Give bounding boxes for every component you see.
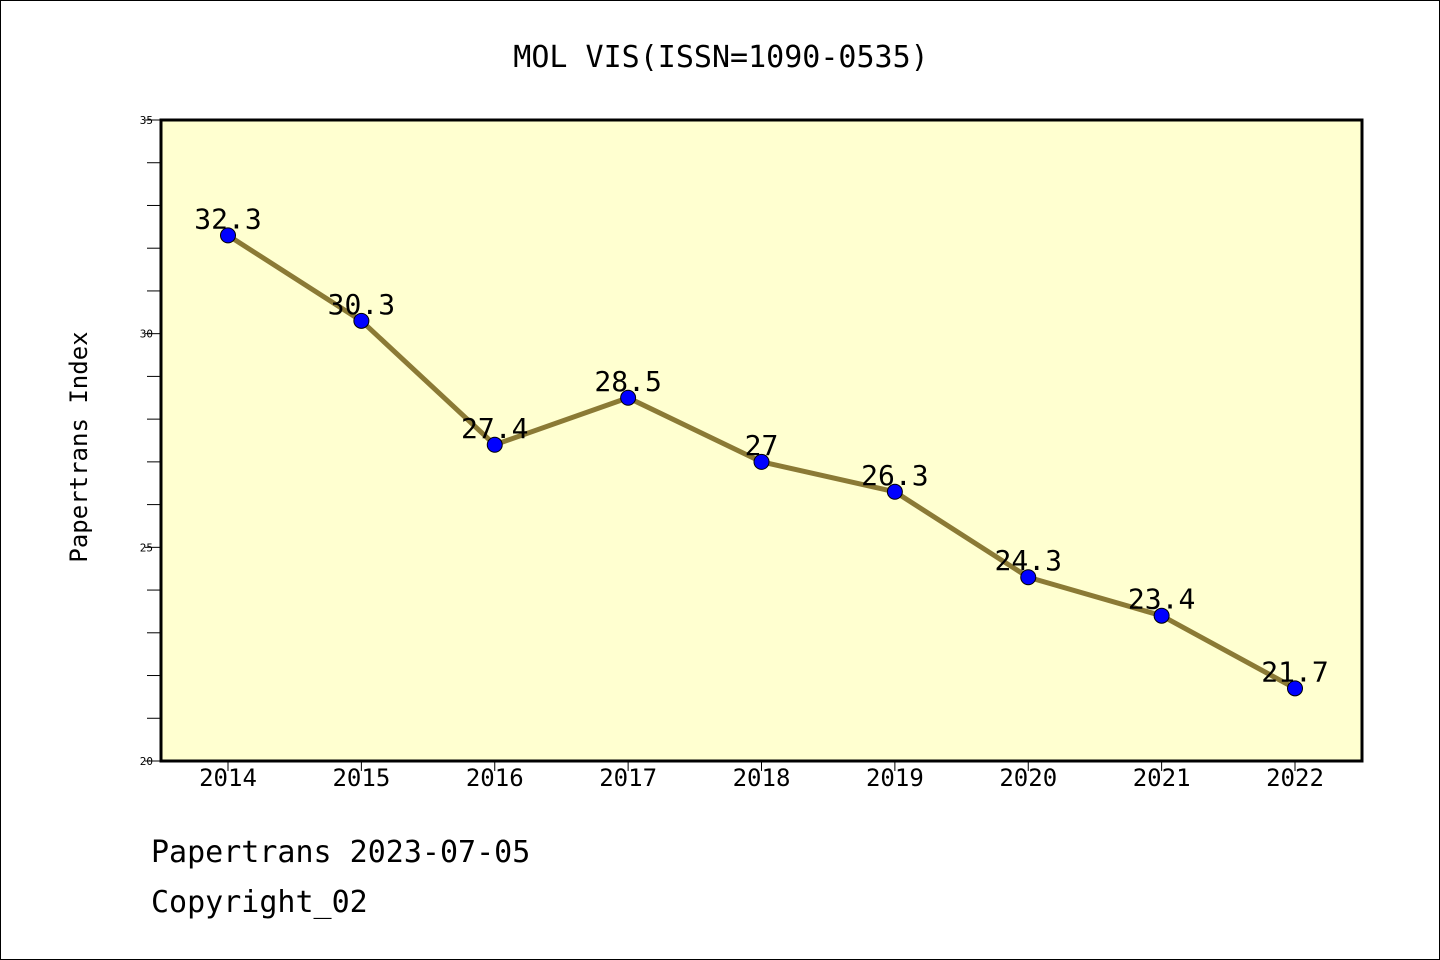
data-point (486, 436, 503, 453)
y-axis-label: Papertrans Index (65, 331, 93, 562)
x-tick-label: 2017 (599, 764, 657, 792)
data-label: 23.4 (1128, 583, 1195, 616)
data-point (1287, 680, 1303, 697)
data-label: 27.4 (461, 412, 528, 445)
x-tick-label: 2022 (1266, 764, 1324, 792)
x-tick-label: 2019 (866, 764, 924, 792)
y-tick-label: 30 (140, 328, 153, 341)
data-markers (220, 227, 1303, 697)
x-tick-label: 2016 (466, 764, 524, 792)
data-label: 30.3 (328, 288, 395, 321)
y-axis-ticks: 20 25 30 35 (140, 114, 161, 768)
chart-title: MOL VIS(ISSN=1090-0535) (513, 40, 928, 75)
x-tick-label: 2021 (1133, 764, 1191, 792)
x-tick-label: 2020 (999, 764, 1057, 792)
x-axis-ticks: 2014 2015 2016 2017 2018 2019 2020 2021 2022 (199, 761, 1324, 792)
data-label: 21.7 (1261, 655, 1328, 688)
data-label: 27 (745, 429, 779, 462)
y-tick-label: 20 (140, 755, 153, 768)
data-label: 24.3 (995, 544, 1062, 577)
data-point (353, 312, 370, 329)
data-point (220, 227, 236, 244)
plot-area (159, 118, 1364, 763)
x-tick-label: 2014 (199, 764, 257, 792)
data-point (886, 483, 903, 500)
data-label: 28.5 (594, 365, 661, 398)
data-point (753, 453, 770, 470)
y-tick-label: 35 (140, 114, 153, 127)
x-tick-label: 2018 (733, 764, 791, 792)
footer-copyright: Copyright_02 (151, 885, 368, 920)
data-point (1020, 569, 1037, 586)
data-label: 26.3 (861, 459, 928, 492)
data-labels: 32.3 30.3 27.4 28.5 27 26.3 24.3 23.4 21.7 (194, 202, 1328, 688)
x-tick-label: 2015 (332, 764, 390, 792)
data-point (620, 389, 637, 406)
y-tick-label: 25 (140, 541, 153, 554)
footer-date: Papertrans 2023-07-05 (151, 835, 531, 870)
data-point (1153, 607, 1170, 624)
data-label: 32.3 (194, 202, 261, 235)
